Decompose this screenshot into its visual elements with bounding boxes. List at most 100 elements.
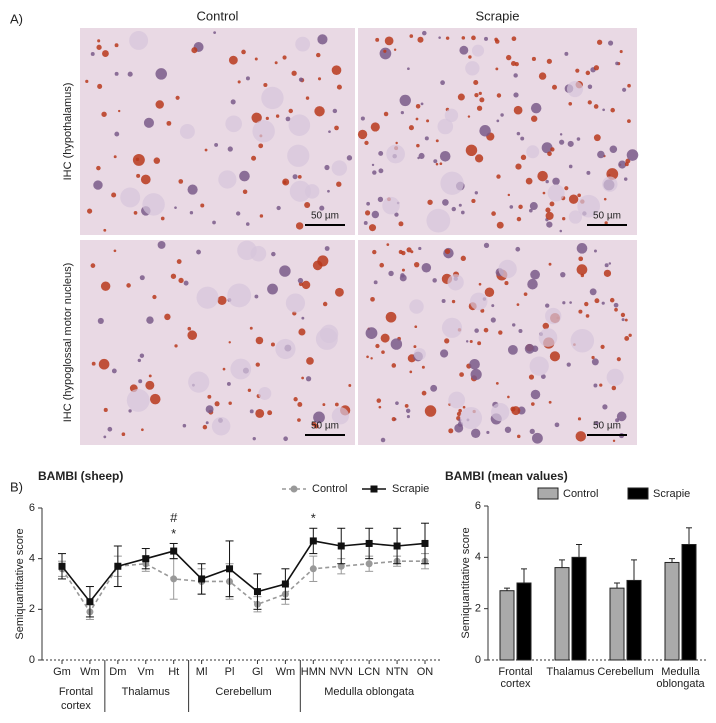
nucleus (424, 405, 437, 417)
marker (393, 542, 401, 550)
nucleus (589, 288, 597, 296)
nucleus (440, 80, 445, 86)
nucleus (491, 304, 495, 308)
y-tick-label: 0 (29, 654, 35, 666)
nucleus (366, 201, 370, 206)
nucleus (433, 159, 438, 164)
nucleus (255, 362, 260, 367)
nucleus (545, 303, 550, 308)
nucleus (608, 40, 614, 46)
nucleus (114, 131, 120, 137)
nucleus (132, 153, 145, 166)
cell-body (188, 371, 210, 393)
nucleus (546, 58, 552, 64)
nucleus (528, 374, 535, 380)
nucleus (279, 265, 291, 277)
nucleus (454, 423, 464, 433)
nucleus (139, 275, 145, 281)
cell-body (382, 196, 400, 215)
nucleus (560, 271, 566, 278)
nucleus (293, 397, 298, 402)
x-tick-label: HMN (301, 666, 326, 678)
bar (516, 582, 532, 661)
nucleus (564, 186, 569, 191)
chart-title: BAMBI (mean values) (445, 469, 568, 483)
nucleus (602, 404, 608, 410)
nucleus (596, 39, 603, 45)
nucleus (413, 261, 420, 268)
nucleus (255, 409, 265, 418)
nucleus (187, 326, 192, 331)
nucleus (384, 36, 394, 46)
nucleus (139, 353, 145, 358)
y-tick-label: 2 (29, 603, 35, 615)
bar (609, 587, 625, 661)
nucleus (524, 343, 535, 354)
nucleus (597, 150, 605, 159)
nucleus (399, 94, 411, 107)
nucleus (285, 116, 291, 122)
nucleus (334, 125, 339, 131)
nucleus (228, 401, 232, 405)
nucleus (282, 178, 290, 186)
nucleus (305, 96, 310, 100)
cell-body (526, 145, 540, 159)
nucleus (398, 221, 404, 227)
nucleus (496, 174, 501, 179)
annotation: # (170, 510, 178, 525)
y-tick-label: 6 (475, 500, 481, 512)
nucleus (370, 296, 375, 302)
nucleus (470, 368, 482, 381)
nucleus (439, 151, 451, 162)
nucleus (444, 248, 451, 255)
cell-body (287, 144, 310, 167)
nucleus (152, 294, 157, 300)
nucleus (364, 210, 371, 216)
group-label: Thalamus (122, 686, 171, 698)
nucleus (552, 177, 560, 186)
nucleus (530, 402, 535, 406)
nucleus (298, 328, 306, 336)
nucleus (331, 65, 342, 76)
nucleus (615, 61, 619, 66)
nucleus (599, 383, 603, 387)
nucleus (627, 119, 631, 124)
nucleus (137, 358, 142, 363)
nucleus (549, 351, 561, 362)
nucleus (283, 436, 288, 442)
nucleus (496, 119, 500, 123)
nucleus (200, 203, 205, 208)
nucleus (451, 206, 456, 212)
x-tick-label: Gl (252, 666, 263, 678)
marker (226, 565, 234, 573)
nucleus (569, 301, 572, 304)
nucleus (176, 259, 182, 265)
nucleus (202, 424, 208, 430)
cell-body (275, 338, 296, 360)
nucleus (263, 82, 268, 88)
nucleus (445, 36, 450, 40)
nucleus (520, 136, 525, 141)
cell-body (331, 407, 350, 425)
nucleus (251, 112, 262, 123)
nucleus (417, 36, 424, 43)
nucleus (328, 130, 331, 134)
group-label: Cerebellum (215, 686, 271, 698)
nucleus (474, 93, 479, 98)
nucleus (515, 163, 522, 170)
nucleus (564, 51, 569, 56)
cell-body (196, 286, 219, 309)
nucleus (451, 299, 456, 304)
nucleus (398, 249, 403, 255)
nucleus (376, 398, 382, 403)
panel-label: B) (10, 479, 23, 494)
nucleus (471, 35, 476, 41)
scale-bar-label: 50 µm (593, 211, 621, 222)
x-tick-label: Wm (276, 666, 296, 678)
nucleus (373, 280, 378, 285)
nucleus (529, 428, 535, 434)
nucleus (386, 243, 390, 247)
nucleus (585, 70, 591, 76)
nucleus (471, 198, 476, 204)
